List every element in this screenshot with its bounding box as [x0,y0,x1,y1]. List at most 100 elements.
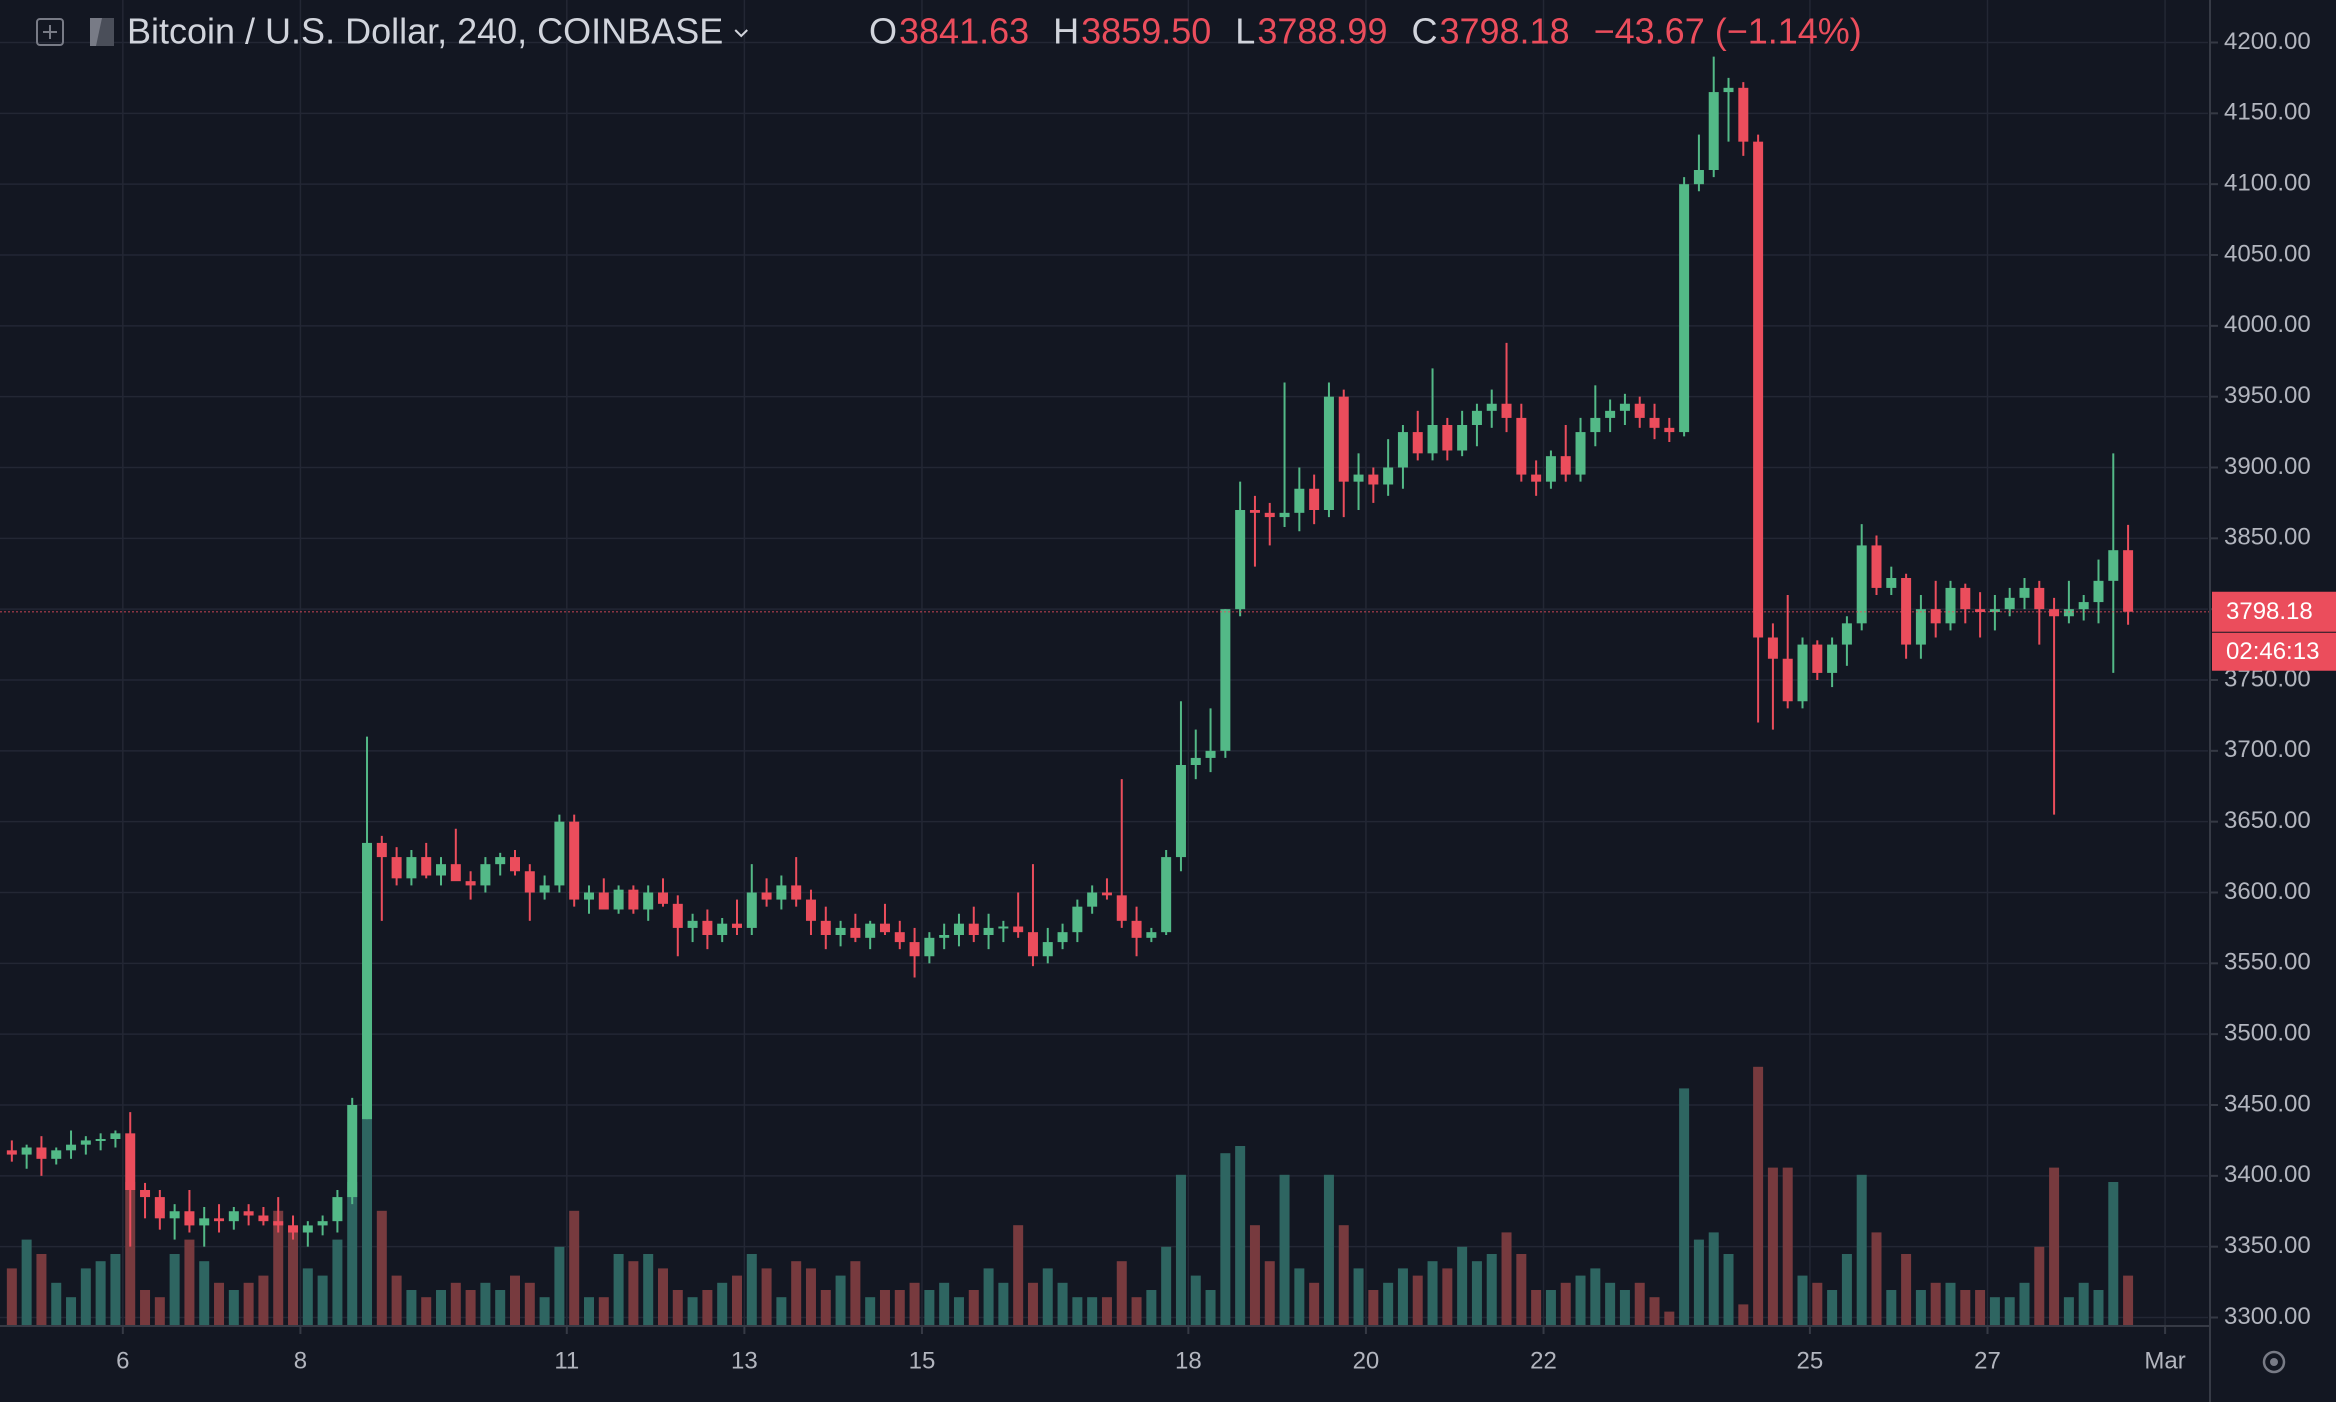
candle-body [95,1139,106,1141]
ohlc-value: 3798.18 [1439,11,1569,52]
volume-bar [214,1282,225,1326]
candle-body [2049,609,2060,617]
settings-icon[interactable] [2262,1350,2286,1374]
volume-bar [376,1210,387,1326]
candle-body [628,889,639,910]
candle-body [776,885,787,900]
candle-body [1175,765,1186,858]
volume-bar [1072,1297,1083,1326]
candle-body [672,903,683,928]
candle-body [850,927,861,938]
candle-body [1856,545,1867,624]
x-tick-label: 15 [909,1347,936,1374]
candle-body [21,1147,32,1155]
candle-body [717,923,728,935]
volume-bar [983,1268,994,1326]
volume-bar [1930,1282,1941,1326]
candle-body [1782,658,1793,702]
candle-body [376,842,387,858]
candle-layer [0,56,2210,1247]
toolbar-icons [36,18,114,46]
candle-body [1205,750,1216,758]
volume-bar [1856,1174,1867,1326]
volume-bar [1664,1311,1675,1326]
candle-body [36,1147,47,1159]
volume-bar [450,1282,461,1326]
candle-body [1146,932,1157,938]
symbol-title: Bitcoin / U.S. Dollar, 240, COINBASE [127,11,723,52]
x-tick-label: 13 [731,1347,758,1374]
candle-body [154,1197,165,1219]
x-tick-label: Mar [2144,1347,2185,1374]
y-tick-label: 4100.00 [2224,170,2311,197]
volume-bar [1575,1275,1586,1326]
volume-bar [1146,1290,1157,1326]
volume-bar [1397,1268,1408,1326]
volume-bar [717,1282,728,1326]
volume-bar [2004,1297,2015,1326]
volume-bar [317,1275,328,1326]
last-price-box [2212,591,2336,632]
candle-body [583,892,594,900]
y-tick-label: 3650.00 [2224,807,2311,834]
y-tick-label: 4150.00 [2224,99,2311,126]
volume-bar [169,1254,180,1326]
candle-body [1442,425,1453,451]
candle-body [2063,609,2074,617]
candle-body [1427,425,1438,454]
volume-bar [1723,1254,1734,1326]
volume-bar [391,1275,402,1326]
candle-body [2078,602,2089,610]
volume-bar [465,1290,476,1326]
volume-bar [731,1275,742,1326]
volume-bar [1605,1282,1616,1326]
y-tick-label: 3850.00 [2224,524,2311,551]
x-tick-label: 20 [1353,1347,1380,1374]
ohlc-value: 3788.99 [1257,11,1387,52]
volume-bar [687,1297,698,1326]
volume-bar [1279,1174,1290,1326]
volume-bar [1782,1167,1793,1326]
symbol-dropdown[interactable] [734,29,748,38]
volume-bar [894,1290,905,1326]
volume-bar [140,1290,151,1326]
candle-body [1368,474,1379,485]
volume-bar [672,1290,683,1326]
candle-body [1220,609,1231,751]
volume-bar [199,1261,210,1326]
volume-bar [539,1297,550,1326]
add-icon[interactable] [36,18,64,46]
y-tick-label: 3900.00 [2224,453,2311,480]
candle-body [347,1105,358,1198]
candle-body [1161,857,1172,933]
candle-body [228,1211,239,1222]
volume-bar [1383,1282,1394,1326]
volume-bar [1116,1261,1127,1326]
candle-body [1827,644,1838,673]
y-tick-label: 3600.00 [2224,878,2311,905]
candle-body [465,881,476,886]
candle-body [1264,512,1275,518]
volume-bar [1249,1225,1260,1326]
volume-bar [1087,1297,1098,1326]
change-value: −43.67 (−1.14%) [1594,11,1862,52]
volume-bar [51,1282,62,1326]
volume-bar [554,1246,565,1326]
candle-body [1975,609,1986,612]
volume-bar [1057,1282,1068,1326]
candle-body [1309,488,1320,510]
volume-bar [510,1275,521,1326]
volume-bar [805,1268,816,1326]
ohlc-key: O [869,11,897,52]
volume-bar [1368,1290,1379,1326]
volume-bar [36,1254,47,1326]
candle-body [2093,580,2104,603]
volume-bar [273,1210,284,1326]
gear-ring [2262,1350,2286,1374]
volume-bar [362,1081,373,1326]
candle-body [761,892,772,900]
candle-body [1501,403,1512,418]
